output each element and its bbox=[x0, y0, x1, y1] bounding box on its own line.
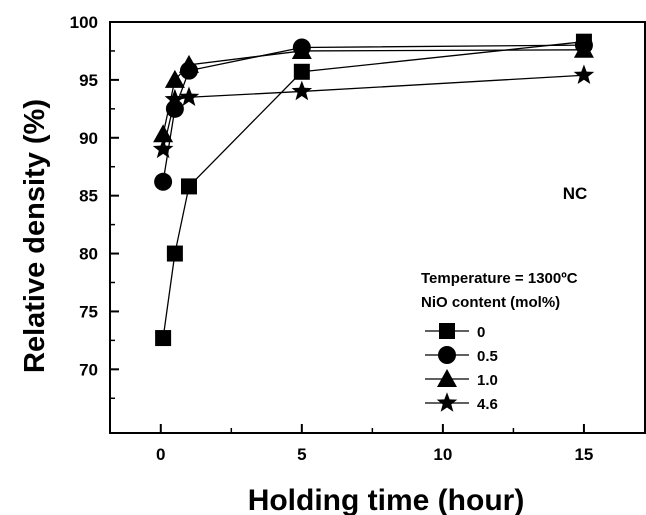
y-tick-label: 100 bbox=[70, 13, 98, 32]
x-tick-label: 10 bbox=[433, 445, 452, 464]
data-point-triangle bbox=[164, 69, 185, 88]
data-point-star bbox=[178, 86, 200, 106]
data-point-star bbox=[573, 64, 595, 84]
legend-title-line: NiO content (mol%) bbox=[421, 294, 560, 311]
x-tick-label: 5 bbox=[297, 445, 306, 464]
legend-label: 4.6 bbox=[477, 396, 498, 413]
data-point-circle bbox=[154, 172, 173, 191]
data-point-triangle bbox=[573, 39, 594, 58]
y-axis-title: Relative density (%) bbox=[19, 99, 51, 373]
x-tick-label: 15 bbox=[574, 445, 593, 464]
series-triangle bbox=[153, 39, 594, 143]
data-point-square bbox=[293, 63, 310, 80]
legend-marker-circle bbox=[438, 346, 456, 364]
legend-label: 0 bbox=[477, 324, 485, 341]
series-layer bbox=[152, 33, 595, 347]
series-circle bbox=[154, 36, 593, 191]
y-tick-label: 70 bbox=[79, 360, 98, 379]
data-point-triangle bbox=[178, 54, 199, 73]
axis-ticks: 70 75 80 85 90 95 100 0 5 10 15 bbox=[70, 13, 594, 464]
legend-title-line: Temperature = 1300ºC bbox=[421, 270, 578, 287]
y-tick-label: 85 bbox=[79, 187, 98, 206]
series-star bbox=[152, 64, 595, 159]
legend-label: 0.5 bbox=[477, 348, 498, 365]
x-axis-title: Holding time (hour) bbox=[248, 484, 525, 515]
series-line bbox=[162, 74, 584, 150]
annotation-nc: NC bbox=[563, 184, 588, 203]
legend: Temperature = 1300ºC NiO content (mol%) 0 0… bbox=[421, 270, 578, 413]
data-point-square bbox=[180, 178, 197, 195]
data-point-square bbox=[155, 330, 172, 347]
plot-border bbox=[109, 21, 646, 434]
legend-marker-square bbox=[439, 323, 455, 339]
data-point-star bbox=[291, 80, 313, 101]
data-point-triangle bbox=[153, 124, 174, 143]
legend-marker-triangle bbox=[437, 369, 457, 387]
data-point-square bbox=[166, 245, 183, 262]
plot-frame bbox=[109, 21, 646, 434]
series-line bbox=[162, 44, 584, 182]
legend-label: 1.0 bbox=[477, 372, 498, 389]
y-tick-label: 90 bbox=[79, 129, 98, 148]
data-point-triangle bbox=[291, 40, 312, 59]
y-tick-label: 95 bbox=[79, 71, 98, 90]
x-tick-label: 0 bbox=[156, 445, 165, 464]
y-tick-label: 80 bbox=[79, 245, 98, 264]
legend-marker-star bbox=[436, 392, 458, 412]
y-tick-label: 75 bbox=[79, 302, 98, 321]
data-point-star bbox=[164, 88, 186, 109]
data-point-star bbox=[152, 138, 174, 159]
